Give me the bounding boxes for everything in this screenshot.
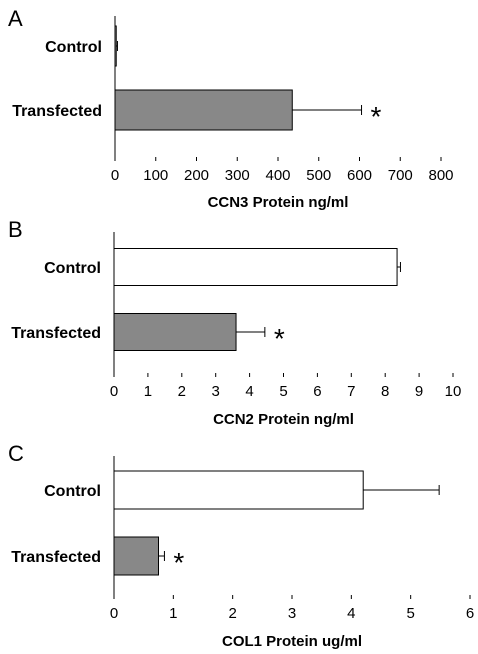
category-label: Control (44, 260, 101, 277)
x-tick-label: 400 (265, 167, 290, 184)
x-tick-label: 10 (445, 383, 462, 400)
x-tick-label: 9 (415, 383, 423, 400)
category-label: Control (45, 39, 102, 56)
x-tick-label: 800 (428, 167, 453, 184)
x-tick-label: 6 (313, 383, 321, 400)
x-tick-label: 2 (178, 383, 186, 400)
x-tick-label: 700 (388, 167, 413, 184)
x-tick-label: 6 (466, 605, 474, 622)
x-tick-label: 1 (169, 605, 177, 622)
x-tick-label: 3 (288, 605, 296, 622)
x-tick-label: 0 (111, 167, 119, 184)
panel-label: A (8, 6, 23, 31)
x-axis-title: COL1 Protein ug/ml (222, 633, 362, 650)
x-tick-label: 8 (381, 383, 389, 400)
panel-label: C (8, 441, 24, 466)
x-tick-label: 600 (347, 167, 372, 184)
category-label: Transfected (11, 549, 101, 566)
bar-transfected (113, 536, 159, 576)
x-tick-label: 4 (245, 383, 253, 400)
x-tick-label: 100 (143, 167, 168, 184)
x-axis-title: CCN3 Protein ng/ml (208, 194, 349, 211)
x-tick-label: 0 (110, 605, 118, 622)
x-tick-label: 7 (347, 383, 355, 400)
x-tick-label: 5 (279, 383, 287, 400)
category-label: Transfected (12, 103, 102, 120)
significance-asterisk: * (371, 101, 382, 132)
significance-asterisk: * (274, 323, 285, 354)
x-tick-label: 2 (228, 605, 236, 622)
x-tick-label: 4 (347, 605, 355, 622)
bar-transfected (114, 89, 293, 131)
bar-control (113, 470, 364, 510)
x-tick-label: 1 (144, 383, 152, 400)
x-tick-label: 300 (225, 167, 250, 184)
x-tick-label: 3 (212, 383, 220, 400)
x-axis-title: CCN2 Protein ng/ml (213, 411, 354, 428)
category-label: Transfected (11, 325, 101, 342)
x-tick-label: 200 (184, 167, 209, 184)
bar-control (113, 248, 398, 286)
x-tick-label: 0 (110, 383, 118, 400)
significance-asterisk: * (173, 547, 184, 578)
bar-transfected (113, 313, 237, 351)
panel-label: B (8, 217, 23, 242)
category-label: Control (44, 483, 101, 500)
bar-control (114, 25, 117, 67)
x-tick-label: 500 (306, 167, 331, 184)
x-tick-label: 5 (406, 605, 414, 622)
